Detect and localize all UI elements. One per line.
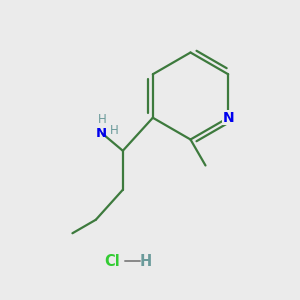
Text: H: H — [140, 254, 152, 268]
Text: H: H — [98, 113, 106, 126]
Text: Cl: Cl — [105, 254, 120, 268]
Text: N: N — [96, 127, 107, 140]
Text: N: N — [222, 111, 234, 125]
Text: H: H — [110, 124, 118, 137]
